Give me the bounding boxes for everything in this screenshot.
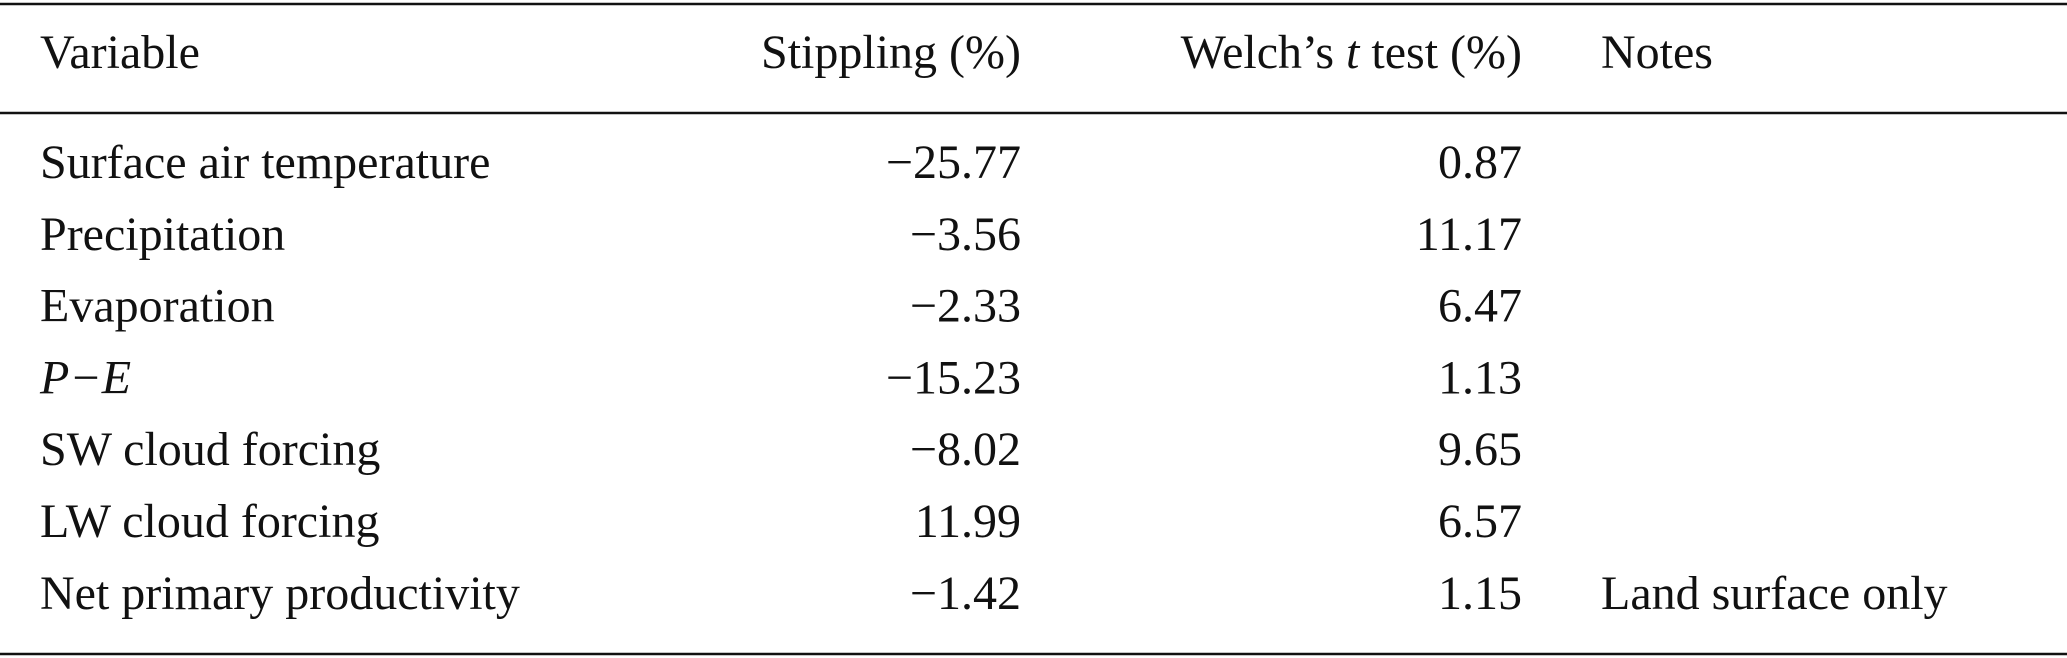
cell-variable: P−E <box>39 351 131 404</box>
cell-variable: Evaporation <box>40 280 275 333</box>
cell-welch: 0.87 <box>1438 136 1522 189</box>
header-cell: Notes <box>1601 26 1713 79</box>
header-part: Welch’s <box>1181 26 1334 79</box>
cell-variable: LW cloud forcing <box>40 495 379 548</box>
header-cell: Welch’s t test (%) <box>1181 26 1522 79</box>
header-cell: Stippling (%) <box>761 26 1021 79</box>
cell-stippling: 11.99 <box>915 495 1021 548</box>
cell-stippling: −1.42 <box>910 567 1021 620</box>
cell-welch: 9.65 <box>1438 423 1522 476</box>
cell-welch: 1.15 <box>1438 567 1522 620</box>
cell-welch: 1.13 <box>1438 351 1522 404</box>
header-part: t <box>1346 26 1361 79</box>
header-cell: Variable <box>40 26 200 79</box>
cell-welch: 11.17 <box>1416 208 1522 261</box>
cell-variable: Surface air temperature <box>40 136 490 189</box>
cell-stippling: −2.33 <box>910 280 1021 333</box>
cell-notes: Land surface only <box>1601 567 1948 620</box>
cell-welch: 6.47 <box>1438 280 1522 333</box>
cell-variable: Precipitation <box>40 208 285 261</box>
cell-stippling: −25.77 <box>886 136 1021 189</box>
cell-stippling: −3.56 <box>910 208 1021 261</box>
header-part: test (%) <box>1371 26 1522 79</box>
cell-variable: Net primary productivity <box>40 567 520 620</box>
cell-variable: SW cloud forcing <box>40 423 380 476</box>
cell-stippling: −8.02 <box>910 423 1021 476</box>
cell-welch: 6.57 <box>1438 495 1522 548</box>
cell-stippling: −15.23 <box>886 351 1021 404</box>
